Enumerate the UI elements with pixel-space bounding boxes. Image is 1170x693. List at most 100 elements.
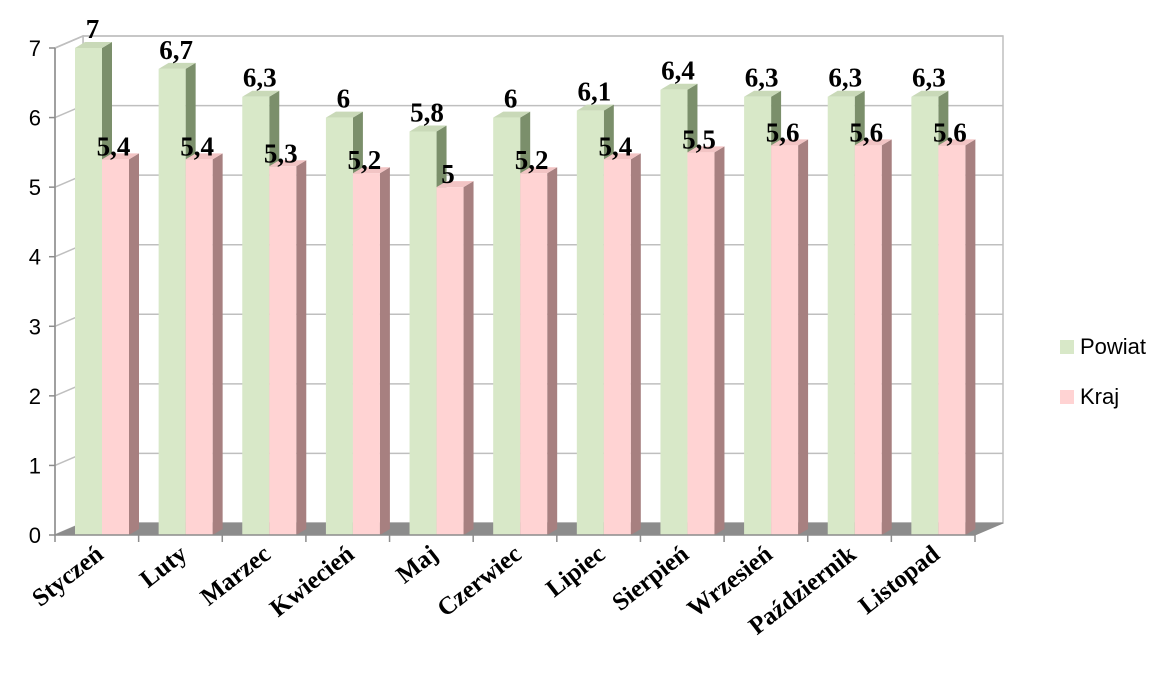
bar-front — [102, 159, 129, 536]
bar-side — [296, 160, 307, 535]
bar-kraj-2 — [269, 160, 307, 535]
bar-top — [158, 62, 196, 69]
data-label-kraj-8: 5,6 — [766, 117, 800, 147]
bar-top — [269, 160, 307, 167]
bar-front — [771, 145, 799, 535]
data-label-kraj-3: 5,2 — [348, 145, 382, 175]
x-category-label-0: Styczeń — [27, 540, 108, 612]
bar-front — [158, 68, 186, 535]
bar-front — [911, 96, 939, 535]
bar-kraj-0 — [102, 153, 139, 536]
bar-kraj-3 — [352, 167, 390, 535]
bar-front — [352, 173, 380, 535]
x-category-label-3: Kwiecień — [265, 540, 359, 622]
bar-front — [75, 48, 102, 535]
legend-item-powiat: Powiat — [1060, 322, 1146, 372]
bar-top — [771, 139, 809, 146]
bar-top — [242, 90, 280, 97]
y-tick-label: 5 — [29, 175, 41, 200]
bar-kraj-5 — [520, 167, 558, 535]
bar-front — [687, 152, 715, 535]
bar-front — [827, 96, 855, 535]
bar-kraj-7 — [687, 146, 725, 535]
data-label-powiat-7: 6,4 — [661, 56, 695, 86]
bar-top — [352, 167, 390, 174]
data-label-powiat-6: 6,1 — [577, 77, 611, 107]
bar-front — [520, 173, 548, 535]
bar-top — [603, 153, 641, 160]
bar-top — [744, 90, 782, 97]
y-tick-label: 3 — [29, 314, 41, 339]
x-category-label-1: Luty — [135, 540, 193, 593]
bar-side — [965, 139, 976, 535]
bar-side — [714, 146, 725, 535]
bar-side — [547, 167, 558, 535]
bar-top — [520, 167, 558, 174]
legend-item-kraj: Kraj — [1060, 372, 1146, 422]
y-tick-label: 0 — [29, 523, 41, 548]
bar-front — [660, 89, 688, 535]
bar-kraj-6 — [603, 153, 641, 536]
bar-top — [660, 83, 698, 90]
y-tick-label: 2 — [29, 384, 41, 409]
bar-top — [854, 139, 892, 146]
bar-front — [325, 117, 353, 536]
bar-top — [938, 139, 976, 146]
data-label-kraj-9: 5,6 — [849, 117, 883, 147]
x-category-label-7: Sierpień — [607, 540, 694, 616]
bar-front — [744, 96, 772, 535]
bar-side — [212, 153, 223, 536]
y-tick-label: 7 — [29, 36, 41, 61]
data-label-powiat-4: 5,8 — [410, 97, 444, 127]
data-label-powiat-3: 6 — [337, 84, 351, 114]
bar-top — [576, 104, 614, 111]
data-label-powiat-0: 7 — [86, 14, 100, 44]
bar-front — [269, 166, 297, 535]
data-label-powiat-9: 6,3 — [828, 63, 862, 93]
bar-front — [576, 110, 604, 535]
data-label-kraj-5: 5,2 — [515, 145, 549, 175]
bar-side — [129, 153, 139, 536]
data-label-kraj-0: 5,4 — [97, 131, 131, 161]
bar-front — [854, 145, 882, 535]
data-label-powiat-10: 6,3 — [912, 63, 946, 93]
data-label-powiat-5: 6 — [504, 84, 518, 114]
y-tick-label: 6 — [29, 106, 41, 131]
bar-kraj-9 — [854, 139, 892, 535]
bar-front — [185, 159, 213, 536]
bar-front — [493, 117, 521, 536]
bar-side — [463, 181, 474, 535]
legend-swatch-kraj — [1060, 390, 1074, 404]
x-category-label-5: Czerwiec — [432, 540, 526, 622]
y-tick-label: 4 — [29, 245, 41, 270]
data-label-kraj-6: 5,4 — [598, 131, 632, 161]
bar-top — [75, 42, 112, 48]
bar-side — [798, 139, 809, 535]
bar-front — [436, 187, 464, 535]
x-category-label-4: Maj — [391, 540, 443, 589]
data-label-kraj-4: 5 — [441, 159, 455, 189]
bar-top — [185, 153, 223, 160]
bar-front — [938, 145, 966, 535]
data-labels: 7 5,4 6,7 5,4 6,3 5,3 6 5,2 5,8 5 6 5,2 6,1 5,4 6,4 5,5… — [86, 14, 967, 189]
bar-kraj-4 — [436, 181, 474, 535]
data-label-powiat-2: 6,3 — [243, 63, 277, 93]
bar-top — [911, 90, 949, 97]
legend: Powiat Kraj — [1060, 322, 1146, 422]
bar-top — [409, 125, 447, 132]
bar-front — [603, 159, 631, 536]
bar-top — [827, 90, 865, 97]
bar-top — [493, 111, 531, 118]
legend-swatch-powiat — [1060, 340, 1074, 354]
bar-top — [325, 111, 363, 118]
bar-front — [409, 131, 437, 535]
bar-top — [687, 146, 725, 153]
data-label-kraj-1: 5,4 — [180, 131, 214, 161]
bar-top — [102, 153, 139, 160]
data-label-kraj-10: 5,6 — [933, 117, 967, 147]
bar-side — [881, 139, 892, 535]
y-axis: 0 1 2 3 4 5 6 7 — [29, 36, 56, 548]
x-category-label-6: Lipiec — [541, 540, 610, 602]
